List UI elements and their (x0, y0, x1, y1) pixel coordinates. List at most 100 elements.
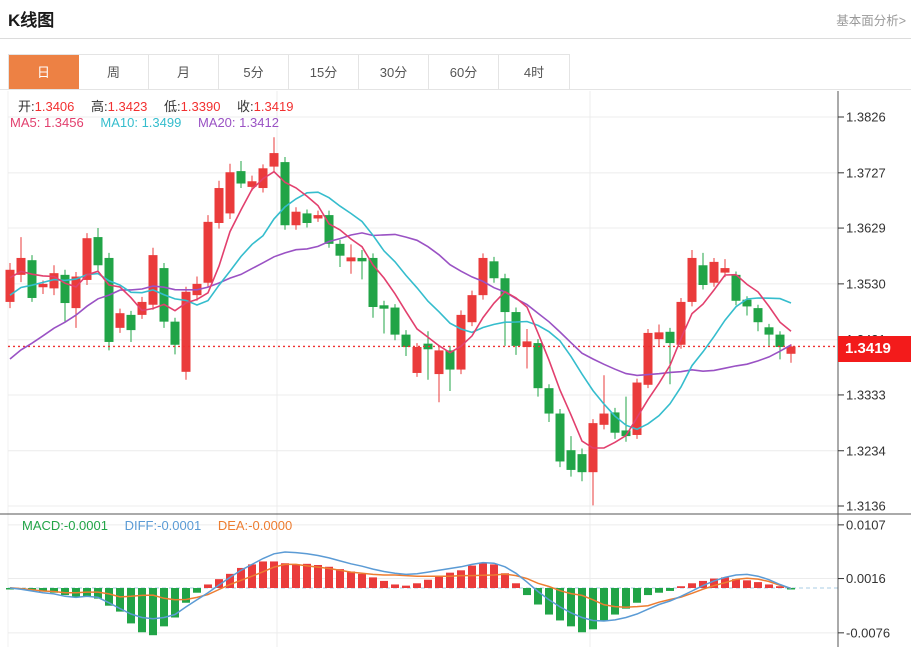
tab-period-1[interactable]: 周 (79, 55, 149, 90)
candle (104, 257, 114, 342)
candle (643, 332, 653, 385)
candle (599, 413, 609, 425)
svg-text:0.0107: 0.0107 (846, 517, 886, 532)
candle (544, 388, 554, 414)
candle (236, 171, 246, 184)
candle (148, 255, 158, 305)
candle (478, 257, 488, 296)
header-divider (0, 38, 911, 39)
svg-text:1.3826: 1.3826 (846, 110, 886, 125)
tab-period-2[interactable]: 月 (149, 55, 219, 90)
tab-period-6[interactable]: 60分 (429, 55, 499, 90)
candle (280, 162, 290, 226)
tab-period-4[interactable]: 15分 (289, 55, 359, 90)
candle (720, 268, 730, 273)
candle (621, 430, 631, 437)
candle (654, 332, 664, 340)
ma5-value: 1.3456 (43, 115, 84, 130)
kline-chart[interactable]: 1.38261.37271.36291.35301.34311.33331.32… (0, 91, 911, 647)
grid-layer (7, 91, 838, 647)
low-label: 低: (164, 99, 181, 114)
candle (60, 274, 70, 304)
macd-value: -0.0001 (63, 518, 108, 533)
svg-text:1.3530: 1.3530 (846, 276, 886, 291)
open-value: 1.3406 (34, 99, 75, 114)
svg-text:0.0016: 0.0016 (846, 571, 886, 586)
candle (764, 327, 774, 335)
candle (71, 276, 81, 309)
candle (27, 260, 37, 298)
candle (401, 334, 411, 348)
candle (566, 450, 576, 470)
candle (38, 283, 48, 288)
candle (786, 346, 796, 354)
candle (126, 314, 136, 331)
candle (214, 188, 224, 223)
candle (291, 211, 301, 226)
candle (511, 312, 521, 346)
ma-row: MA5: 1.3456 MA10: 1.3499 MA20: 1.3412 (10, 115, 292, 130)
candle (412, 347, 422, 373)
dea-value: -0.0000 (248, 518, 293, 533)
macd-label: MACD: (22, 518, 64, 533)
diff-value: -0.0001 (157, 518, 202, 533)
y-axis-labels: 1.38261.37271.36291.35301.34311.33331.32… (838, 110, 890, 640)
candle (346, 257, 356, 262)
candle (577, 454, 587, 473)
candle (731, 274, 741, 301)
high-value: 1.3423 (107, 99, 148, 114)
ma20-value: 1.3412 (239, 115, 279, 130)
candle (676, 301, 686, 345)
close-value: 1.3419 (253, 99, 294, 114)
candle (357, 257, 367, 262)
candle (632, 382, 642, 435)
candle (522, 341, 532, 348)
ma5-label: MA5: (10, 115, 41, 130)
tab-period-3[interactable]: 5分 (219, 55, 289, 90)
candle (555, 413, 565, 462)
candle (500, 278, 510, 313)
candle (269, 153, 279, 167)
fundamental-analysis-link[interactable]: 基本面分析> (836, 14, 906, 28)
tab-period-5[interactable]: 30分 (359, 55, 429, 90)
svg-text:1.3136: 1.3136 (846, 499, 886, 514)
candle (698, 265, 708, 286)
candle (93, 237, 103, 266)
svg-text:1.3333: 1.3333 (846, 387, 886, 402)
candle (302, 213, 312, 223)
ma5-line (9, 170, 792, 449)
candle (709, 261, 719, 283)
candle (115, 313, 125, 328)
ohlc-row: 开:1.3406 高:1.3423 低:1.3390 收:1.3419 (18, 96, 306, 115)
close-label: 收: (237, 99, 254, 114)
candle (5, 269, 15, 302)
candles-layer (5, 137, 796, 506)
diff-label: DIFF: (124, 518, 158, 533)
tab-period-0[interactable]: 日 (9, 55, 79, 90)
candle (489, 261, 499, 279)
open-label: 开: (18, 99, 35, 114)
candle (82, 238, 92, 280)
diff-line (9, 551, 792, 622)
period-tabs: 日周月 5分 15分 30分 60分 4时 (8, 54, 570, 90)
tab-period-7[interactable]: 4时 (499, 55, 569, 90)
ma20-label: MA20: (197, 115, 236, 130)
candle (170, 321, 180, 345)
candle (313, 215, 323, 219)
high-label: 高: (91, 99, 108, 114)
candle (181, 291, 191, 372)
low-value: 1.3390 (180, 99, 221, 114)
candle (753, 308, 763, 323)
candle (379, 305, 389, 309)
candle (533, 343, 543, 389)
candle (665, 331, 675, 344)
candle (445, 350, 455, 370)
candle (775, 334, 785, 348)
candle (368, 257, 378, 307)
svg-text:-0.0076: -0.0076 (846, 625, 890, 640)
candle (49, 273, 59, 289)
ma10-label: MA10: (100, 115, 138, 130)
candle (137, 301, 147, 315)
candle (324, 215, 334, 244)
svg-text:1.3629: 1.3629 (846, 221, 886, 236)
